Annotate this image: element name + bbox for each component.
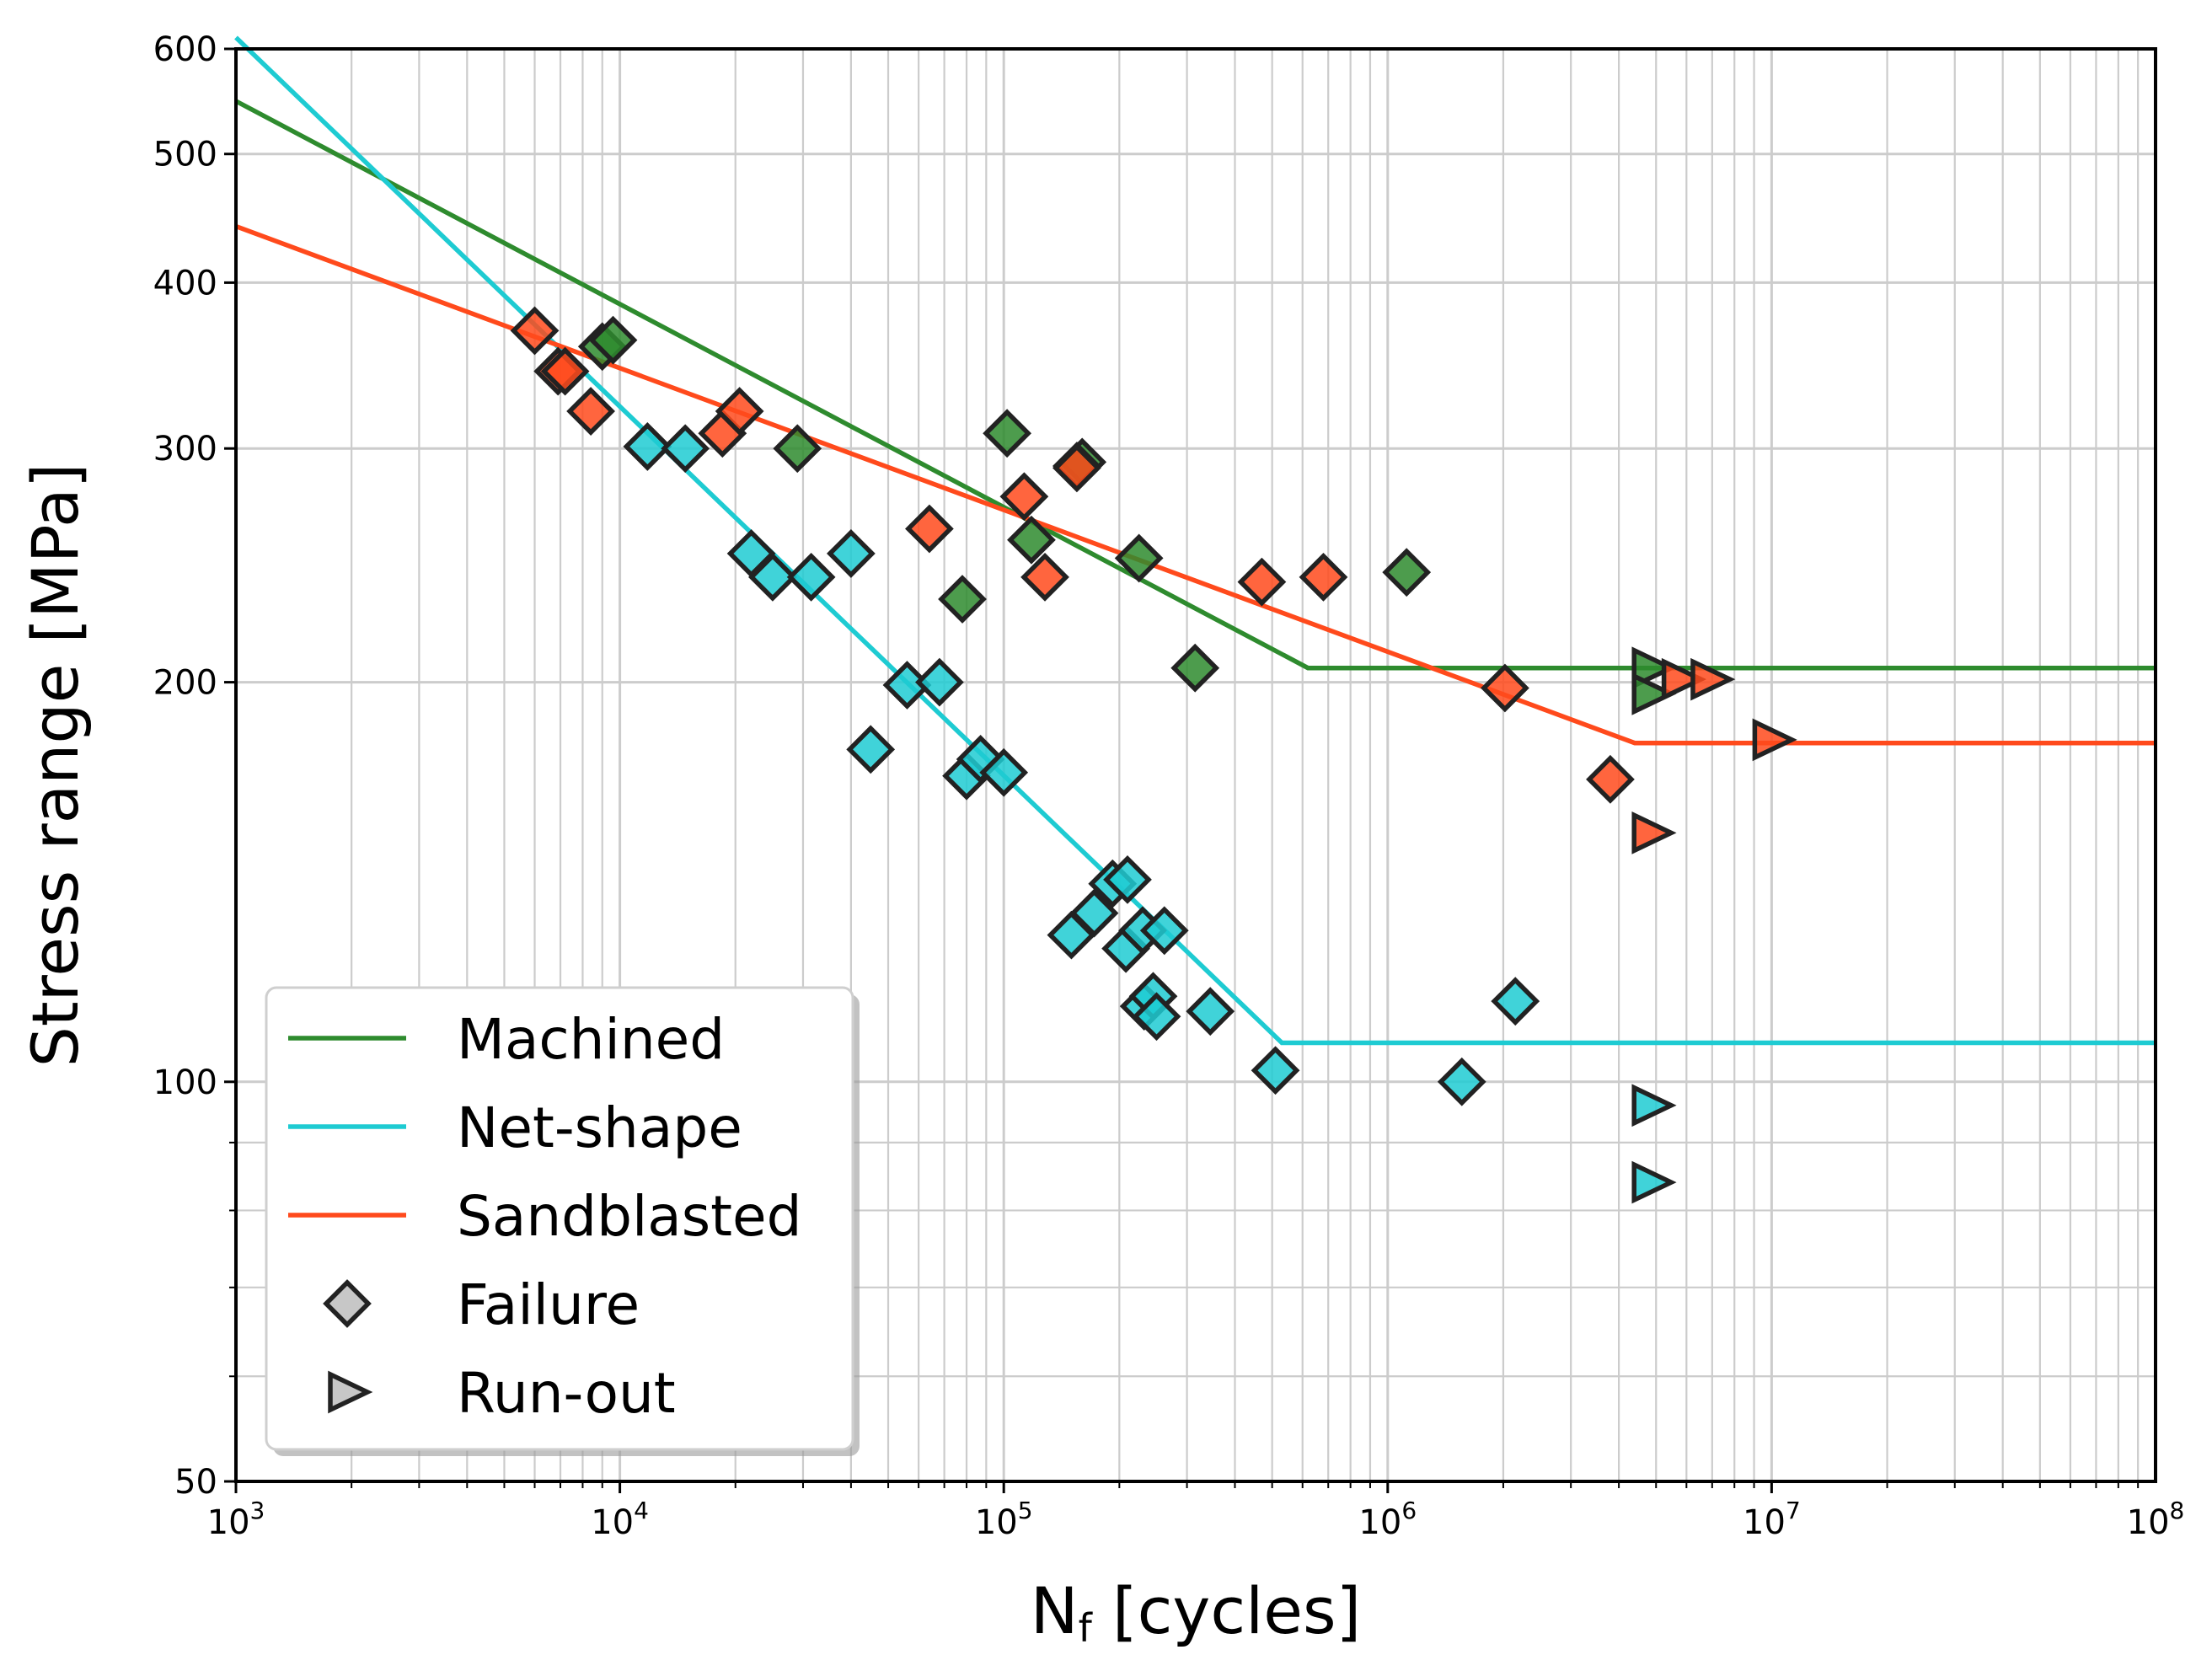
y-tick-label: 400: [153, 264, 217, 303]
x-tick-label: 105: [975, 1497, 1033, 1542]
failure-point-sandblasted: [566, 387, 615, 436]
legend-label-sandblasted: Sandblasted: [457, 1184, 802, 1249]
failure-point-machined: [773, 424, 822, 474]
failure-point-machined: [938, 575, 987, 624]
runout-point-net-shape: [1631, 1084, 1677, 1127]
x-tick-exponent: 4: [634, 1497, 649, 1524]
runout-point-sandblasted: [1752, 718, 1797, 762]
failure-point-net-shape: [1186, 987, 1235, 1036]
y-tick-label: 300: [153, 430, 217, 469]
x-tick-base: 10: [1743, 1503, 1786, 1542]
y-tick-label: 500: [153, 136, 217, 174]
legend-swatch-failure: [323, 1279, 372, 1328]
runout-point-machined: [1631, 646, 1677, 690]
plot-frame: [234, 47, 2157, 1483]
failure-point-sandblasted: [1020, 552, 1069, 602]
legend-box: [265, 986, 854, 1451]
x-tick-exponent: 3: [250, 1497, 265, 1524]
runout-point-sandblasted: [1690, 657, 1736, 701]
failure-point-sandblasted: [905, 504, 954, 554]
failure-point-sandblasted: [1586, 754, 1635, 804]
y-tick-label: 600: [153, 30, 217, 69]
x-tick-exponent: 5: [1018, 1497, 1033, 1524]
runout-point-sandblasted: [1661, 657, 1707, 701]
x-tick-label: 108: [2127, 1497, 2185, 1542]
x-tick-base: 10: [1358, 1503, 1401, 1542]
failure-point-sandblasted: [510, 306, 560, 356]
runout-point-net-shape: [1631, 1160, 1677, 1204]
x-tick-exponent: 7: [1786, 1497, 1801, 1524]
failure-point-net-shape: [1069, 888, 1119, 938]
failure-point-machined: [588, 315, 638, 365]
failure-point-net-shape: [1437, 1057, 1486, 1106]
failure-point-machined: [983, 409, 1032, 458]
x-axis-title: Nf [cycles]: [1031, 1573, 1362, 1651]
y-axis-title: Stress range [MPa]: [18, 463, 93, 1068]
failure-point-sandblasted: [1481, 663, 1529, 713]
legend-swatch-run-out: [328, 1370, 373, 1414]
runout-point-sandblasted: [1631, 811, 1677, 854]
x-tick-label: 106: [1358, 1497, 1417, 1542]
failure-point-sandblasted: [1299, 552, 1348, 602]
axis-ticks: [224, 47, 2140, 1493]
x-tick-label: 104: [591, 1497, 649, 1542]
y-tick-label: 100: [153, 1063, 217, 1102]
legend-label-failure: Failure: [457, 1272, 640, 1337]
failure-point-net-shape: [1132, 992, 1181, 1042]
failure-point-net-shape: [915, 657, 964, 707]
failure-point-machined: [1170, 643, 1220, 693]
failure-point-net-shape: [1491, 977, 1540, 1026]
failure-point-net-shape: [748, 552, 797, 602]
x-tick-base: 10: [207, 1503, 250, 1542]
x-tick-base: 10: [591, 1503, 634, 1542]
x-tick-base: 10: [2127, 1503, 2170, 1542]
failure-point-net-shape: [846, 725, 896, 774]
legend-label-machined: Machined: [457, 1007, 725, 1072]
x-tick-exponent: 6: [1401, 1497, 1417, 1524]
failure-point-machined: [1114, 533, 1164, 583]
failure-point-net-shape: [786, 552, 836, 602]
data-markers: [510, 306, 1797, 1204]
legend-label-net-shape: Net-shape: [457, 1095, 742, 1160]
y-tick-label: 50: [174, 1463, 217, 1502]
failure-point-net-shape: [623, 422, 672, 471]
failure-point-net-shape: [1251, 1046, 1300, 1095]
legend: Machined Net-shape Sandblasted Failure Run-o…: [265, 986, 860, 1456]
failure-point-sandblasted: [540, 346, 590, 396]
x-tick-label: 103: [207, 1497, 265, 1542]
failure-point-net-shape: [979, 747, 1029, 797]
y-tick-label: 200: [153, 664, 217, 703]
failure-point-machined: [1007, 515, 1056, 565]
failure-point-net-shape: [827, 529, 876, 578]
failure-point-sandblasted: [999, 472, 1049, 522]
x-tick-base: 10: [975, 1503, 1018, 1542]
runout-point-machined: [1631, 672, 1677, 715]
failure-point-net-shape: [1103, 855, 1152, 904]
fit-line-machined: [234, 99, 2156, 671]
x-tick-exponent: 8: [2170, 1497, 2185, 1524]
failure-point-net-shape: [661, 424, 710, 474]
legend-label-run-out: Run-out: [457, 1361, 676, 1426]
failure-point-sandblasted: [715, 387, 764, 436]
x-tick-label: 107: [1743, 1497, 1801, 1542]
failure-point-machined: [1382, 548, 1432, 597]
failure-point-sandblasted: [1052, 443, 1101, 493]
fit-line-sandblasted: [235, 224, 2156, 746]
failure-point-sandblasted: [1237, 557, 1287, 607]
failure-point-net-shape: [1139, 906, 1189, 956]
